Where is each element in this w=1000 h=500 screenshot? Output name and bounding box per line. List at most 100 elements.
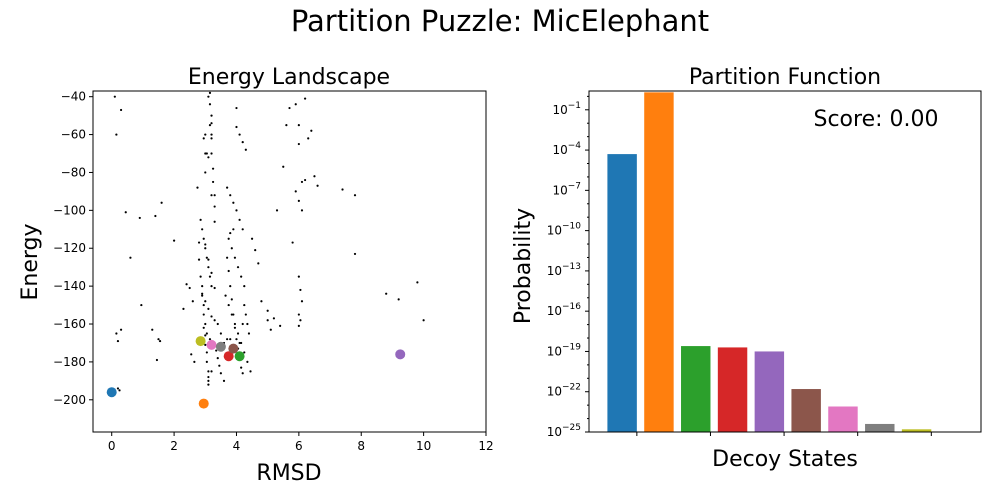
decoy-point bbox=[233, 326, 237, 329]
decoy-point bbox=[297, 313, 300, 316]
left-y-tick-label: −160 bbox=[53, 317, 86, 331]
right-y-tick-label: 10−19 bbox=[547, 342, 582, 358]
highlight-point bbox=[234, 351, 245, 362]
decoy-point bbox=[229, 338, 232, 341]
decoy-point bbox=[202, 326, 205, 329]
decoy-point bbox=[238, 133, 241, 136]
decoy-point bbox=[297, 142, 300, 146]
decoy-point bbox=[202, 237, 205, 240]
left-plot-frame bbox=[92, 90, 487, 433]
decoy-point bbox=[210, 315, 213, 318]
right-y-ticks: 10−1 10−4 10−7 10−10 10−13 10−16 10−19 10−22 10−… bbox=[547, 95, 589, 439]
right-y-axis-label: Probability bbox=[511, 208, 536, 324]
decoy-point bbox=[300, 180, 304, 184]
probability-bar bbox=[791, 389, 821, 432]
decoy-point bbox=[207, 383, 210, 386]
decoy-point bbox=[244, 148, 247, 151]
decoy-point bbox=[422, 319, 425, 322]
decoy-point bbox=[216, 322, 219, 326]
left-x-tick-label: 6 bbox=[295, 439, 303, 453]
left-y-ticks: −200 −180 −160 −140 −120 −100 −80 −60 −40 bbox=[53, 90, 93, 407]
decoy-point bbox=[247, 332, 251, 335]
decoy-point bbox=[279, 324, 282, 328]
right-y-tick-label: 10−25 bbox=[547, 423, 581, 439]
decoy-point bbox=[219, 332, 222, 335]
decoy-point bbox=[207, 95, 210, 98]
left-x-tick-label: 10 bbox=[416, 439, 431, 453]
decoy-point bbox=[241, 322, 244, 326]
background-points bbox=[113, 91, 425, 403]
decoy-point bbox=[204, 343, 207, 346]
decoy-point bbox=[207, 156, 210, 159]
decoy-point bbox=[208, 91, 212, 94]
decoy-point bbox=[297, 199, 300, 202]
decoy-point bbox=[385, 292, 388, 295]
decoy-point bbox=[205, 152, 208, 155]
decoy-point bbox=[224, 294, 227, 297]
decoy-point bbox=[202, 137, 205, 140]
decoy-point bbox=[226, 338, 229, 341]
decoy-point bbox=[227, 237, 230, 240]
decoy-point bbox=[226, 186, 229, 189]
decoy-point bbox=[219, 372, 222, 375]
decoy-point bbox=[204, 247, 207, 250]
decoy-point bbox=[254, 249, 257, 252]
decoy-point bbox=[236, 266, 240, 269]
right-y-tick-label: 10−10 bbox=[547, 222, 582, 238]
left-y-tick-label: −80 bbox=[61, 165, 86, 179]
decoy-point bbox=[158, 339, 162, 343]
left-y-tick-label: −40 bbox=[61, 90, 86, 104]
decoy-point bbox=[313, 175, 316, 178]
right-y-tick-exponent: −1 bbox=[568, 101, 581, 111]
decoy-point bbox=[229, 194, 232, 197]
decoy-point bbox=[160, 201, 163, 204]
right-y-tick-label: 10−16 bbox=[547, 302, 582, 318]
decoy-point bbox=[300, 300, 304, 303]
decoy-point bbox=[155, 358, 159, 362]
decoy-point bbox=[210, 271, 213, 274]
decoy-point bbox=[196, 186, 199, 189]
decoy-point bbox=[185, 283, 188, 286]
decoy-point bbox=[213, 205, 216, 208]
right-x-axis-label: Decoy States bbox=[712, 447, 858, 472]
decoy-point bbox=[303, 97, 307, 100]
decoy-point bbox=[222, 379, 226, 382]
decoy-point bbox=[353, 194, 357, 197]
left-x-axis-label: RMSD bbox=[256, 461, 321, 486]
decoy-point bbox=[124, 211, 127, 214]
highlight-point bbox=[223, 351, 234, 362]
decoy-point bbox=[299, 319, 302, 322]
decoy-point bbox=[210, 285, 213, 288]
right-y-tick-exponent: −4 bbox=[568, 141, 582, 151]
right-y-tick-label: 10−1 bbox=[552, 101, 581, 117]
decoy-point bbox=[235, 125, 238, 129]
decoy-point bbox=[204, 152, 207, 155]
decoy-point bbox=[272, 317, 276, 320]
decoy-point bbox=[211, 167, 215, 170]
decoy-point bbox=[210, 194, 213, 197]
decoy-point bbox=[236, 332, 240, 335]
decoy-point bbox=[188, 286, 191, 290]
decoy-point bbox=[207, 370, 210, 373]
decoy-point bbox=[246, 322, 249, 326]
right-y-tick-exponent: −10 bbox=[562, 222, 581, 232]
decoy-point bbox=[229, 285, 232, 288]
decoy-point bbox=[201, 228, 204, 231]
decoy-point bbox=[297, 275, 300, 278]
right-y-tick-exponent: −7 bbox=[568, 181, 581, 191]
decoy-point bbox=[207, 375, 210, 379]
decoy-point bbox=[190, 353, 193, 356]
decoy-point bbox=[115, 133, 118, 136]
decoy-point bbox=[113, 95, 116, 98]
decoy-point bbox=[316, 184, 319, 187]
decoy-point bbox=[235, 338, 238, 341]
decoy-point bbox=[229, 231, 232, 235]
decoy-point bbox=[288, 106, 291, 110]
probability-bar bbox=[681, 346, 711, 432]
decoy-point bbox=[233, 322, 237, 326]
decoy-point bbox=[210, 370, 213, 373]
decoy-point bbox=[208, 124, 212, 127]
probability-bar bbox=[607, 154, 637, 432]
decoy-point bbox=[230, 313, 233, 316]
